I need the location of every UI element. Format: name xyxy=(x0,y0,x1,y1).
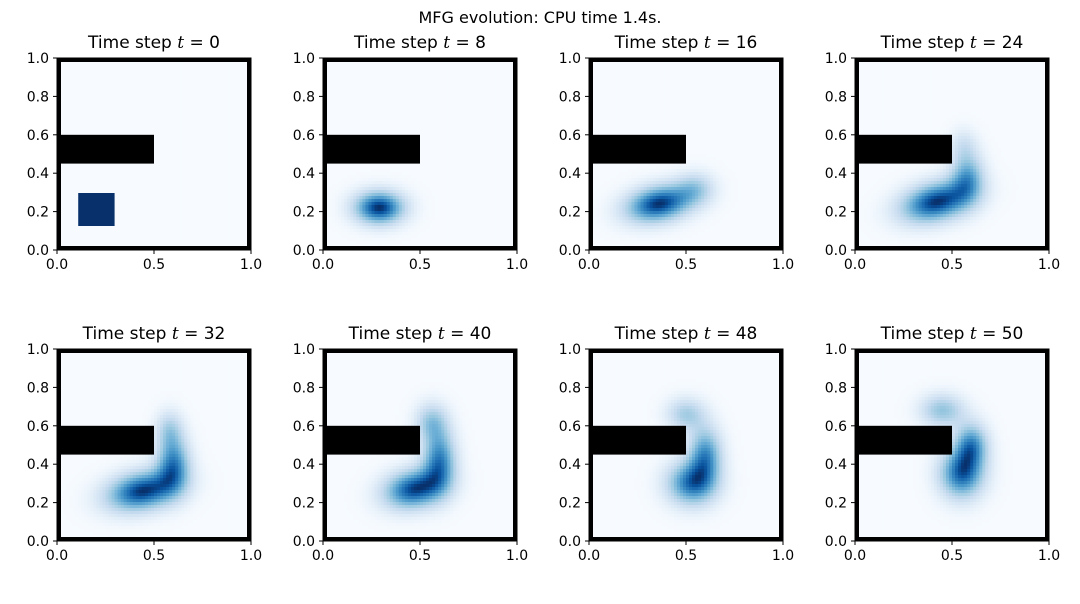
figure-title: MFG evolution: CPU time 1.4s. xyxy=(0,8,1080,27)
chart-grid: 0.00.51.00.00.20.40.60.81.0Time step t =… xyxy=(0,0,1080,600)
figure: MFG evolution: CPU time 1.4s. 0.00.51.00… xyxy=(0,0,1080,600)
